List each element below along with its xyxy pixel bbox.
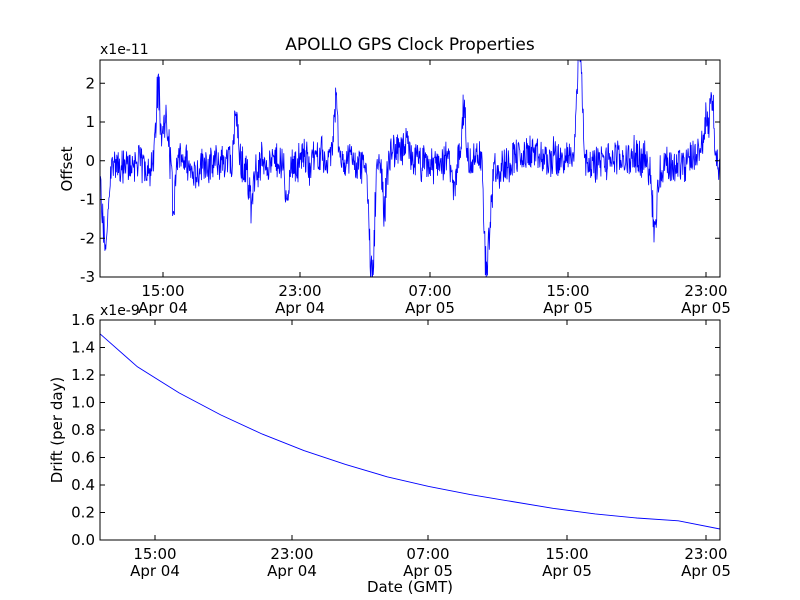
drift-ytick-label: 0.0 <box>71 531 95 549</box>
offset-axes-frame <box>99 59 721 278</box>
drift-ytick-label: 1.4 <box>71 339 95 357</box>
drift-ytick-label: 1.0 <box>71 394 95 412</box>
offset-xtick-date-label: Apr 05 <box>405 299 455 317</box>
offset-ytick-label: -3 <box>80 268 95 286</box>
offset-ytick-label: 0 <box>85 152 95 170</box>
drift-axis-multiplier: x1e-9 <box>100 303 140 319</box>
offset-axis-multiplier: x1e-11 <box>100 42 149 58</box>
offset-xtick-date-label: Apr 05 <box>681 299 731 317</box>
drift-ytick-label: 0.8 <box>71 421 95 439</box>
drift-ytick-label: 0.4 <box>71 476 95 494</box>
drift-ytick-label: 0.6 <box>71 449 95 467</box>
offset-xtick-time-label: 23:00 <box>278 282 321 300</box>
drift-xtick-date-label: Apr 05 <box>403 562 453 580</box>
offset-ytick-label: 1 <box>85 113 95 131</box>
drift-y-axis-label: Drift (per day) <box>48 377 66 484</box>
offset-series-line <box>100 60 720 277</box>
figure-title: APOLLO GPS Clock Properties <box>285 35 535 55</box>
drift-xtick-date-label: Apr 05 <box>542 562 592 580</box>
drift-xtick-time-label: 07:00 <box>406 545 449 563</box>
drift-xtick-date-label: Apr 04 <box>130 562 180 580</box>
drift-xtick-time-label: 23:00 <box>684 545 727 563</box>
drift-xtick-time-label: 15:00 <box>545 545 588 563</box>
offset-xtick-date-label: Apr 04 <box>138 299 188 317</box>
offset-xtick-time-label: 15:00 <box>141 282 184 300</box>
offset-ytick-label: -1 <box>80 191 95 209</box>
drift-series-line <box>100 333 720 530</box>
offset-xtick-time-label: 07:00 <box>408 282 451 300</box>
offset-xtick-date-label: Apr 05 <box>543 299 593 317</box>
offset-ytick-label: -2 <box>80 229 95 247</box>
drift-xtick-date-label: Apr 05 <box>681 562 731 580</box>
drift-ytick-label: 1.6 <box>71 311 95 329</box>
offset-y-axis-label: Offset <box>58 146 76 191</box>
drift-xtick-time-label: 23:00 <box>270 545 313 563</box>
drift-x-axis-label: Date (GMT) <box>367 578 453 596</box>
offset-xtick-time-label: 15:00 <box>546 282 589 300</box>
drift-xtick-time-label: 15:00 <box>133 545 176 563</box>
drift-ytick-label: 0.2 <box>71 504 95 522</box>
drift-xtick-date-label: Apr 04 <box>267 562 317 580</box>
offset-ytick-label: 2 <box>85 74 95 92</box>
offset-xtick-date-label: Apr 04 <box>275 299 325 317</box>
offset-xtick-time-label: 23:00 <box>684 282 727 300</box>
drift-ytick-label: 1.2 <box>71 366 95 384</box>
